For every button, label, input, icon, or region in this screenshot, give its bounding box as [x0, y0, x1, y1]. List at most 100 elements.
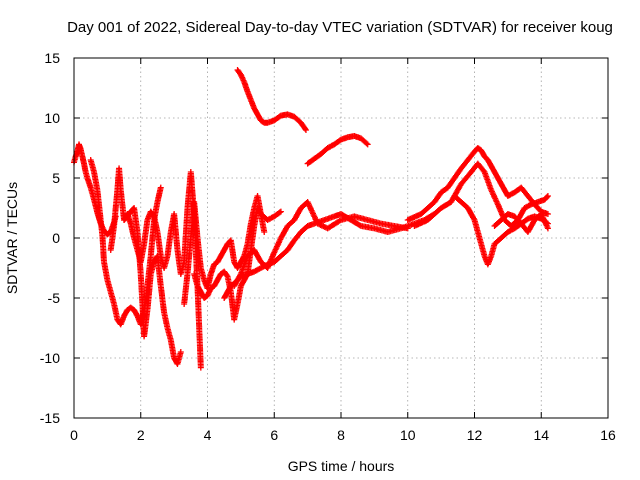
x-tick-label: 16 — [600, 427, 616, 443]
data-point — [147, 271, 154, 277]
y-axis-label: SDTVAR / TECUs — [4, 182, 20, 294]
data-point — [524, 193, 531, 199]
data-point — [97, 217, 104, 223]
data-point — [174, 361, 181, 367]
data-point — [197, 289, 204, 295]
data-point — [164, 325, 171, 331]
data-point — [544, 225, 551, 232]
data-point — [184, 271, 191, 277]
data-point — [534, 199, 541, 205]
x-tick-label: 8 — [337, 427, 345, 443]
data-point — [171, 211, 178, 217]
data-point — [358, 135, 365, 142]
data-point — [234, 301, 241, 307]
x-tick-label: 0 — [70, 427, 78, 443]
y-tick-label: -15 — [40, 410, 60, 426]
data-point — [424, 217, 431, 223]
data-point — [191, 199, 198, 205]
data-point — [121, 217, 128, 223]
data-point — [451, 193, 458, 199]
data-point — [237, 71, 244, 78]
data-point — [124, 307, 131, 313]
data-point — [194, 235, 201, 241]
data-point — [107, 289, 114, 295]
series-fill-markers — [406, 145, 550, 223]
data-point — [324, 145, 331, 151]
data-point — [137, 271, 144, 277]
data-point — [431, 199, 438, 205]
data-point — [224, 241, 231, 247]
data-point — [234, 265, 241, 271]
data-point — [438, 205, 445, 211]
data-point — [364, 141, 371, 148]
data-point — [234, 67, 241, 73]
x-axis-label: GPS time / hours — [288, 458, 395, 474]
data-point — [117, 187, 124, 193]
data-point — [488, 163, 495, 169]
data-point — [484, 157, 491, 163]
data-point — [147, 253, 154, 259]
data-point — [321, 217, 328, 223]
data-point — [511, 225, 518, 232]
data-point — [127, 220, 134, 227]
data-point — [458, 181, 465, 187]
data-point — [187, 235, 194, 241]
data-point — [131, 235, 138, 241]
data-point — [77, 146, 84, 153]
data-point — [224, 273, 231, 280]
data-point — [87, 184, 94, 191]
data-point — [378, 220, 385, 227]
data-point — [438, 189, 445, 196]
data-point — [116, 165, 123, 172]
data-point — [87, 157, 94, 163]
data-point — [251, 105, 258, 112]
data-point — [151, 259, 158, 265]
data-point — [531, 217, 538, 223]
data-point — [304, 223, 311, 229]
data-point — [324, 225, 331, 232]
data-point — [518, 184, 525, 191]
data-point — [161, 309, 168, 316]
data-point — [74, 148, 81, 155]
data-point — [344, 134, 351, 141]
series-fill-markers — [235, 68, 309, 132]
data-point — [231, 316, 238, 323]
data-point — [418, 211, 425, 217]
data-point — [464, 205, 471, 211]
data-point — [504, 211, 511, 217]
data-point — [491, 223, 498, 229]
data-point — [111, 301, 118, 307]
data-point — [544, 211, 551, 217]
data-point — [364, 217, 371, 223]
data-point — [538, 211, 545, 217]
data-point — [264, 265, 271, 271]
data-point — [474, 145, 481, 151]
data-point — [221, 295, 228, 301]
x-tick-label: 4 — [204, 427, 212, 443]
data-point — [261, 229, 268, 235]
series-11 — [404, 145, 551, 223]
data-point — [481, 169, 488, 175]
data-point — [111, 223, 118, 229]
data-point — [79, 153, 86, 160]
y-tick-label: 0 — [52, 230, 60, 246]
data-point — [141, 333, 148, 340]
series-12 — [411, 160, 551, 229]
data-point — [81, 160, 88, 167]
data-point — [504, 229, 511, 235]
y-tick-label: -5 — [48, 290, 61, 306]
data-point — [284, 223, 291, 229]
data-point — [277, 253, 284, 259]
data-point — [191, 271, 198, 277]
data-point — [284, 111, 291, 118]
data-point — [404, 225, 411, 232]
data-point — [76, 141, 83, 148]
data-point — [488, 253, 495, 259]
data-point — [464, 157, 471, 163]
data-point — [291, 237, 298, 244]
data-point — [221, 268, 228, 275]
data-point — [511, 189, 518, 196]
data-point — [351, 213, 358, 220]
data-point — [211, 261, 218, 268]
data-point — [244, 88, 251, 95]
